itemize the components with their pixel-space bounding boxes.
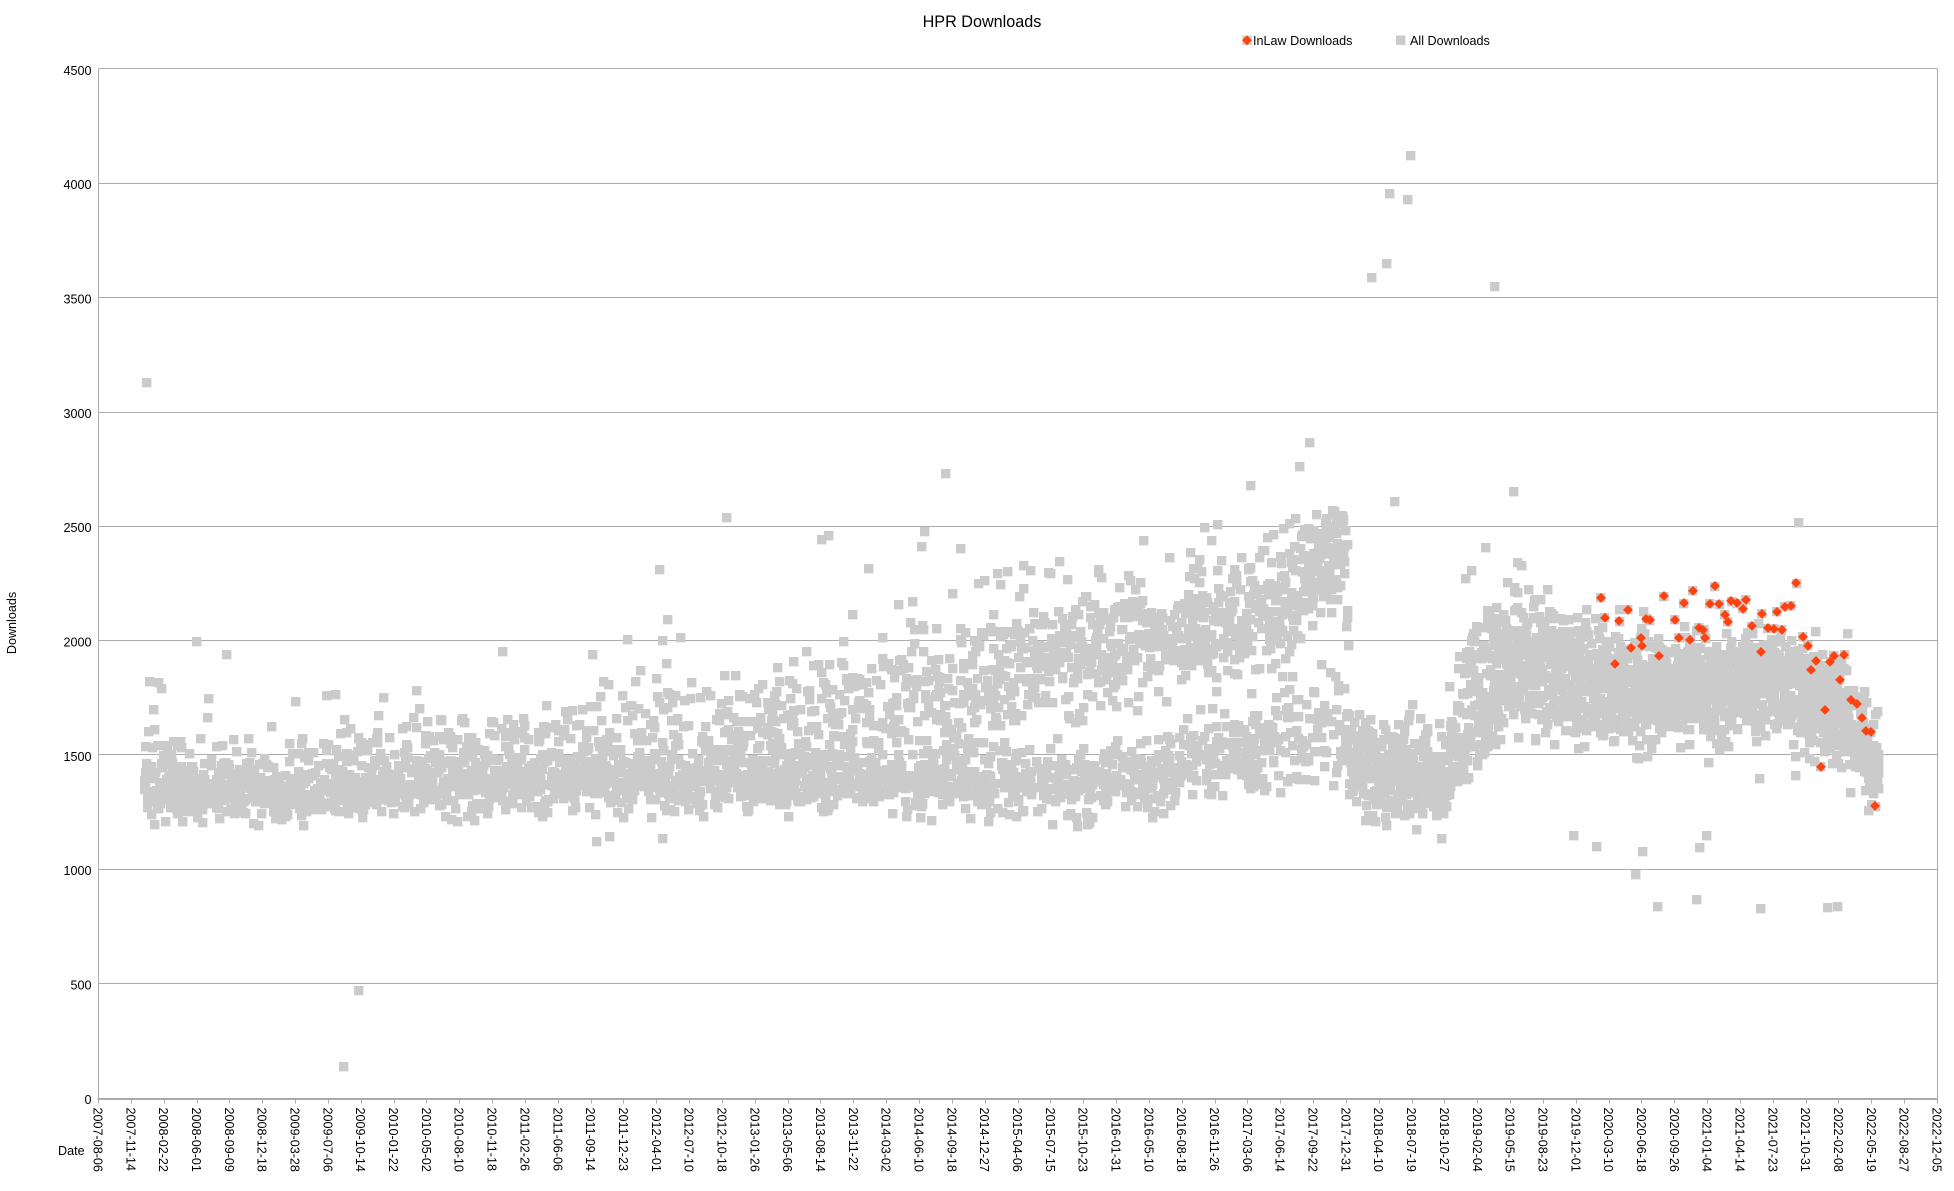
svg-text:2022-08-27: 2022-08-27	[1897, 1108, 1911, 1172]
svg-text:2014-03-02: 2014-03-02	[879, 1108, 893, 1172]
svg-text:1000: 1000	[63, 864, 91, 878]
svg-text:2015-04-06: 2015-04-06	[1010, 1108, 1024, 1172]
svg-text:2020-06-18: 2020-06-18	[1634, 1108, 1648, 1172]
svg-text:2018-10-27: 2018-10-27	[1437, 1108, 1451, 1172]
svg-text:2021-01-04: 2021-01-04	[1700, 1108, 1714, 1172]
svg-text:2015-10-23: 2015-10-23	[1076, 1108, 1090, 1172]
svg-text:2000: 2000	[63, 636, 91, 650]
svg-text:2022-05-19: 2022-05-19	[1864, 1108, 1878, 1172]
svg-text:500: 500	[70, 979, 91, 993]
svg-text:2007-11-14: 2007-11-14	[123, 1108, 137, 1172]
svg-text:Date: Date	[58, 1144, 85, 1158]
svg-text:2021-04-14: 2021-04-14	[1732, 1108, 1746, 1172]
svg-text:2013-05-06: 2013-05-06	[780, 1108, 794, 1172]
svg-text:2019-05-15: 2019-05-15	[1503, 1108, 1517, 1172]
svg-text:2014-06-10: 2014-06-10	[911, 1108, 925, 1172]
svg-text:3500: 3500	[63, 293, 91, 307]
svg-text:2021-10-31: 2021-10-31	[1798, 1108, 1812, 1172]
svg-text:2008-12-18: 2008-12-18	[255, 1108, 269, 1172]
svg-text:2010-01-22: 2010-01-22	[386, 1108, 400, 1172]
svg-text:2020-09-26: 2020-09-26	[1667, 1108, 1681, 1172]
svg-text:2013-11-22: 2013-11-22	[846, 1108, 860, 1172]
svg-text:2016-05-10: 2016-05-10	[1141, 1108, 1155, 1172]
svg-text:2022-02-08: 2022-02-08	[1831, 1108, 1845, 1172]
svg-text:2019-02-04: 2019-02-04	[1470, 1108, 1484, 1172]
svg-text:2010-11-18: 2010-11-18	[485, 1108, 499, 1172]
svg-text:2007-08-06: 2007-08-06	[91, 1108, 105, 1172]
svg-text:2013-08-14: 2013-08-14	[813, 1108, 827, 1172]
svg-text:2009-07-06: 2009-07-06	[320, 1108, 334, 1172]
svg-text:2018-07-19: 2018-07-19	[1404, 1108, 1418, 1172]
svg-text:2014-09-18: 2014-09-18	[944, 1108, 958, 1172]
svg-text:2010-05-02: 2010-05-02	[419, 1108, 433, 1172]
svg-text:2011-12-23: 2011-12-23	[616, 1108, 630, 1172]
svg-text:2012-10-18: 2012-10-18	[714, 1108, 728, 1172]
svg-text:4500: 4500	[63, 64, 91, 78]
svg-text:3000: 3000	[63, 407, 91, 421]
svg-text:2015-07-15: 2015-07-15	[1043, 1108, 1057, 1172]
svg-text:2017-06-14: 2017-06-14	[1273, 1108, 1287, 1172]
svg-text:2019-12-01: 2019-12-01	[1568, 1108, 1582, 1172]
svg-text:All Downloads: All Downloads	[1410, 34, 1490, 48]
svg-text:2011-02-26: 2011-02-26	[517, 1108, 531, 1172]
svg-text:1500: 1500	[63, 750, 91, 764]
svg-text:2018-04-10: 2018-04-10	[1371, 1108, 1385, 1172]
svg-text:2016-08-18: 2016-08-18	[1174, 1108, 1188, 1172]
svg-text:4000: 4000	[63, 178, 91, 192]
svg-text:2011-09-14: 2011-09-14	[583, 1108, 597, 1172]
svg-text:2014-12-27: 2014-12-27	[977, 1108, 991, 1172]
svg-text:2017-03-06: 2017-03-06	[1240, 1108, 1254, 1172]
svg-text:Downloads: Downloads	[5, 592, 19, 654]
svg-text:2020-03-10: 2020-03-10	[1601, 1108, 1615, 1172]
svg-text:2013-01-26: 2013-01-26	[747, 1108, 761, 1172]
svg-text:2022-12-05: 2022-12-05	[1930, 1108, 1944, 1172]
svg-text:2500: 2500	[63, 521, 91, 535]
svg-text:0: 0	[84, 1093, 91, 1107]
svg-text:2008-02-22: 2008-02-22	[156, 1108, 170, 1172]
svg-text:2017-09-22: 2017-09-22	[1306, 1108, 1320, 1172]
svg-text:2016-11-26: 2016-11-26	[1207, 1108, 1221, 1172]
svg-text:2021-07-23: 2021-07-23	[1765, 1108, 1779, 1172]
svg-text:2019-08-23: 2019-08-23	[1535, 1108, 1549, 1172]
svg-text:HPR Downloads: HPR Downloads	[923, 13, 1042, 31]
svg-text:2012-07-10: 2012-07-10	[682, 1108, 696, 1172]
svg-text:2008-06-01: 2008-06-01	[189, 1108, 203, 1172]
svg-text:2009-10-14: 2009-10-14	[353, 1108, 367, 1172]
svg-text:2012-04-01: 2012-04-01	[649, 1108, 663, 1172]
svg-text:2016-01-31: 2016-01-31	[1109, 1108, 1123, 1172]
svg-text:2009-03-28: 2009-03-28	[288, 1108, 302, 1172]
svg-text:2010-08-10: 2010-08-10	[452, 1108, 466, 1172]
svg-text:2011-06-06: 2011-06-06	[550, 1108, 564, 1172]
svg-text:InLaw Downloads: InLaw Downloads	[1253, 34, 1352, 48]
svg-text:2017-12-31: 2017-12-31	[1338, 1108, 1352, 1172]
svg-text:2008-09-09: 2008-09-09	[222, 1108, 236, 1172]
